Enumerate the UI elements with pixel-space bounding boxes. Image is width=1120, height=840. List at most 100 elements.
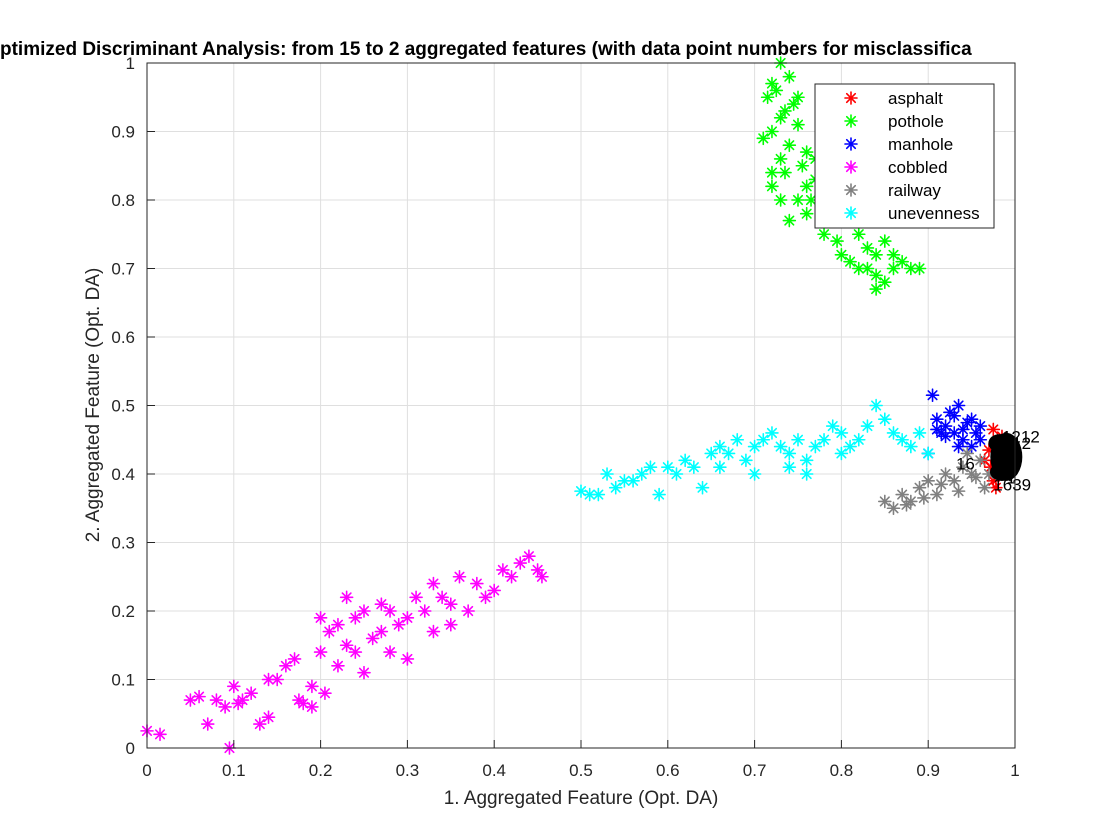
data-point — [877, 275, 892, 290]
data-point — [904, 439, 918, 454]
data-point — [704, 446, 719, 461]
data-point — [530, 563, 545, 577]
data-point — [782, 446, 797, 461]
data-point — [192, 689, 206, 704]
data-points — [140, 56, 1014, 755]
data-point — [964, 439, 979, 454]
data-point — [435, 590, 449, 605]
data-point — [600, 467, 614, 481]
y-axis-label: 2. Aggregated Feature (Opt. DA) — [83, 268, 104, 543]
legend-item-manhole: manhole — [844, 135, 953, 154]
data-point — [339, 590, 354, 605]
data-point — [374, 597, 389, 611]
y-tick-label: 0.7 — [111, 260, 135, 279]
legend-item-unevenness: unevenness — [844, 204, 980, 223]
data-point — [799, 179, 814, 194]
data-point — [713, 439, 727, 454]
misclassification-blob — [988, 432, 1023, 481]
data-point — [799, 145, 814, 159]
data-point — [930, 487, 944, 502]
data-point — [912, 426, 927, 440]
y-tick-label: 0.8 — [111, 191, 135, 210]
data-point — [960, 415, 975, 430]
data-point — [374, 624, 389, 639]
misclassification-label: 1639 — [993, 475, 1031, 494]
data-point — [947, 474, 962, 488]
x-tick-label: 0.9 — [916, 761, 940, 780]
data-point — [318, 686, 332, 701]
x-tick-label: 0.6 — [656, 761, 680, 780]
data-point — [869, 398, 883, 413]
data-point — [235, 693, 250, 707]
data-point — [756, 432, 771, 447]
y-tick-label: 0.9 — [111, 123, 135, 142]
data-point — [400, 652, 415, 666]
legend-marker — [844, 137, 858, 151]
x-tick-label: 0 — [142, 761, 151, 780]
legend-label: cobbled — [888, 158, 948, 177]
data-point — [634, 467, 649, 481]
data-point — [886, 426, 901, 440]
data-point — [535, 569, 549, 584]
legend-label: pothole — [888, 112, 944, 131]
series-railway — [877, 446, 996, 516]
data-point — [851, 432, 866, 447]
data-point — [899, 498, 914, 512]
data-point — [869, 248, 883, 262]
data-point — [426, 624, 441, 639]
data-point — [969, 470, 983, 485]
data-point — [287, 652, 302, 666]
data-point — [487, 583, 502, 598]
data-point — [773, 193, 788, 207]
data-point — [261, 710, 276, 724]
x-tick-label: 0.5 — [569, 761, 593, 780]
data-point — [799, 467, 814, 481]
data-point — [209, 693, 224, 707]
data-point — [830, 234, 844, 248]
legend-item-asphalt: asphalt — [844, 89, 943, 108]
data-point — [791, 193, 805, 207]
data-point — [969, 426, 983, 440]
data-point — [765, 165, 779, 180]
data-point — [322, 624, 337, 639]
data-point — [925, 388, 940, 403]
data-point — [843, 254, 857, 269]
data-point — [383, 645, 397, 659]
data-point — [951, 398, 966, 413]
data-point — [200, 717, 215, 731]
data-point — [765, 179, 779, 194]
data-point — [817, 227, 831, 242]
data-point — [643, 460, 658, 474]
y-axis-ticks: 0 0.1 0.2 0.3 0.4 0.5 0.6 0.7 0.8 0.9 1 — [111, 54, 155, 758]
data-point — [678, 453, 692, 468]
data-point — [713, 460, 727, 474]
legend-item-cobbled: cobbled — [844, 158, 948, 177]
data-point — [383, 604, 397, 618]
data-point — [626, 474, 640, 488]
data-point — [938, 429, 953, 444]
data-point — [522, 549, 536, 564]
data-point — [765, 124, 779, 139]
x-tick-label: 0.1 — [222, 761, 246, 780]
data-point — [782, 460, 797, 474]
data-point — [443, 617, 458, 632]
data-point — [747, 439, 762, 454]
data-point — [331, 617, 345, 632]
data-point — [669, 467, 684, 481]
data-point — [799, 206, 814, 221]
data-point — [261, 672, 276, 687]
data-point — [834, 446, 849, 461]
x-tick-label: 1 — [1010, 761, 1019, 780]
data-point — [721, 446, 736, 461]
y-tick-label: 0.1 — [111, 671, 135, 690]
data-point — [886, 261, 901, 276]
data-point — [934, 477, 949, 492]
data-point — [253, 717, 267, 731]
data-point — [470, 576, 484, 591]
data-point — [782, 69, 797, 84]
y-tick-label: 1 — [126, 54, 135, 73]
misclassification-label: 16 — [956, 455, 975, 474]
data-point — [973, 419, 988, 433]
